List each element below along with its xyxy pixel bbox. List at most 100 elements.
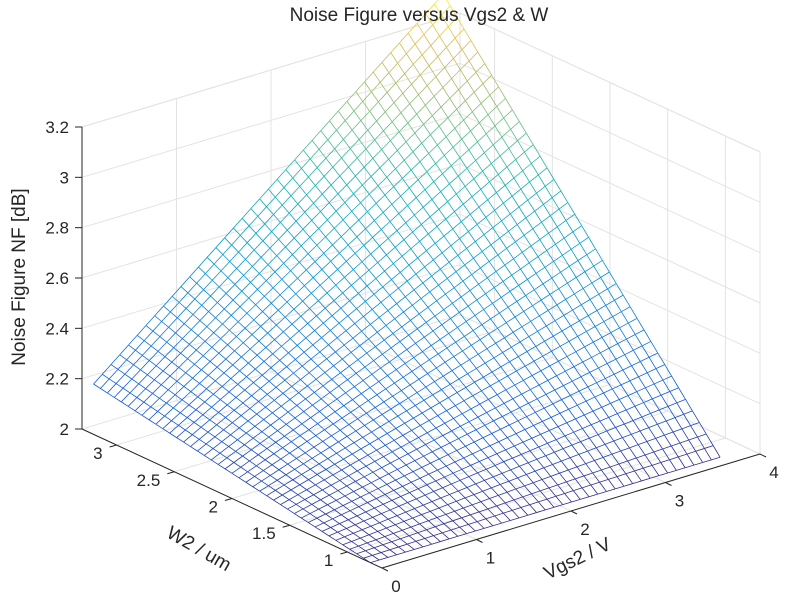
surface-mesh-line <box>447 454 456 463</box>
surface-mesh-line <box>449 438 459 444</box>
surface-mesh-line <box>405 296 413 306</box>
surface-mesh-line <box>506 159 516 168</box>
surface-mesh-line <box>119 354 127 361</box>
surface-mesh-line <box>310 411 320 418</box>
surface-mesh-line <box>251 326 262 335</box>
surface-mesh-line <box>220 399 228 406</box>
surface-mesh-line <box>166 341 174 348</box>
surface-mesh-line <box>286 359 296 368</box>
surface-mesh-line <box>366 278 377 287</box>
surface-mesh-line <box>240 466 248 473</box>
surface-mesh-line <box>638 376 646 389</box>
surface-mesh-line <box>484 357 495 364</box>
surface-mesh-line <box>439 397 449 404</box>
surface-mesh-line <box>556 370 566 377</box>
surface-mesh-line <box>626 334 636 340</box>
surface-mesh-line <box>339 519 349 524</box>
surface-mesh-line <box>376 111 386 122</box>
surface-mesh-line <box>462 344 472 352</box>
surface-mesh-line <box>408 257 418 266</box>
surface-mesh-line <box>209 361 218 368</box>
surface-mesh-line <box>339 244 349 254</box>
surface-mesh-line <box>344 277 352 286</box>
surface-mesh-line <box>445 514 454 522</box>
surface-mesh-line <box>307 253 316 262</box>
surface-mesh-line <box>435 422 445 429</box>
surface-mesh-line <box>532 221 542 230</box>
surface-mesh-line <box>594 396 603 408</box>
surface-mesh-line <box>450 165 459 177</box>
surface-mesh-line <box>448 254 459 263</box>
surface-mesh-line <box>337 490 346 497</box>
surface-mesh-line <box>472 395 481 405</box>
surface-mesh-line <box>221 378 232 387</box>
surface-mesh-line <box>557 220 567 228</box>
surface-mesh-line <box>481 390 489 400</box>
surface-mesh-line <box>331 429 341 437</box>
surface-mesh-line <box>276 324 284 333</box>
surface-mesh-line <box>384 186 394 196</box>
surface-mesh-line <box>231 472 240 479</box>
surface-mesh-line <box>345 447 353 455</box>
surface-mesh-line <box>463 457 471 466</box>
surface-mesh-line <box>298 441 308 448</box>
surface-mesh-line <box>288 499 297 505</box>
surface-mesh-line <box>140 360 150 371</box>
surface-mesh-line <box>494 281 504 288</box>
surface-mesh-line <box>697 433 707 438</box>
surface-mesh-line <box>387 303 397 311</box>
surface-mesh-line <box>353 193 361 203</box>
surface-mesh-line <box>504 502 513 511</box>
surface-mesh-line <box>542 283 551 295</box>
surface-mesh-line <box>260 257 269 265</box>
surface-mesh-line <box>458 312 467 322</box>
surface-mesh-line <box>145 388 153 394</box>
surface-mesh-line <box>610 399 620 404</box>
surface-mesh-line <box>457 175 466 187</box>
surface-mesh-line <box>256 347 267 356</box>
surface-mesh-line <box>546 250 554 262</box>
surface-mesh-line <box>532 305 540 317</box>
surface-mesh-line <box>391 538 401 543</box>
surface-mesh-line <box>414 206 424 216</box>
surface-mesh-line <box>325 227 335 238</box>
surface-mesh-line <box>584 341 594 348</box>
x-tick-label: 1 <box>486 549 495 568</box>
surface-mesh-line <box>487 199 495 211</box>
surface-mesh-line <box>163 305 171 313</box>
surface-mesh-line <box>245 476 255 483</box>
surface-mesh-line <box>374 503 384 509</box>
surface-mesh-line <box>564 493 572 503</box>
surface-mesh-line <box>611 388 620 400</box>
surface-mesh-line <box>513 170 523 179</box>
surface-mesh-line <box>368 269 377 279</box>
surface-mesh-line <box>366 542 375 549</box>
chart-title: Noise Figure versus Vgs2 & W <box>290 5 549 26</box>
surface-mesh-line <box>577 336 585 348</box>
surface-mesh-line <box>548 430 557 440</box>
surface-mesh-line <box>459 69 468 82</box>
surface-mesh-line <box>286 301 295 310</box>
surface-mesh-line <box>690 422 700 427</box>
surface-mesh-line <box>237 321 246 329</box>
surface-mesh-line <box>233 402 244 411</box>
surface-mesh-line <box>265 271 276 281</box>
surface-mesh-line <box>550 472 560 477</box>
surface-mesh-line <box>422 543 432 548</box>
surface-mesh-line <box>445 510 455 515</box>
surface-mesh-line <box>424 181 435 190</box>
surface-mesh-line <box>348 475 356 482</box>
surface-mesh-line <box>541 475 551 480</box>
surface-mesh-line <box>341 464 351 471</box>
surface-mesh-line <box>329 385 339 393</box>
surface-mesh-line <box>356 148 367 159</box>
surface-mesh-line <box>636 387 646 393</box>
surface-mesh-line <box>386 176 395 187</box>
surface-mesh-line <box>676 467 686 471</box>
surface-mesh-line <box>488 394 498 400</box>
surface-mesh-line <box>346 175 356 186</box>
surface-mesh-line <box>240 225 250 236</box>
surface-mesh-line <box>573 361 583 367</box>
surface-mesh-line <box>453 58 461 70</box>
surface-mesh-line <box>309 228 319 238</box>
